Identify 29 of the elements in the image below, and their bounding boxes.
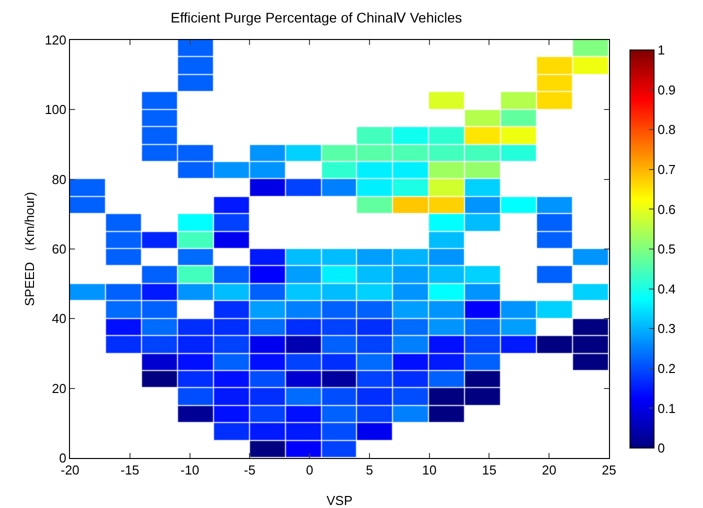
chart-title: Efficient Purge Percentage of ChinaⅣ Vehicles	[170, 10, 462, 26]
color-bar-label: 0.6	[658, 202, 676, 217]
color-bar-label: 0.5	[658, 242, 676, 257]
y-axis-title: SPEED （Km/hour)	[22, 192, 37, 306]
y-tick-label: 120	[44, 32, 66, 48]
x-tick-label: 0	[306, 462, 314, 478]
color-bar-label: 1	[658, 42, 665, 58]
x-tick-label: -15	[120, 462, 140, 478]
y-tick-label: 100	[44, 102, 66, 118]
x-tick-label: 5	[366, 462, 374, 478]
color-bar-label: 0.7	[658, 162, 676, 177]
x-tick-label: -10	[180, 462, 200, 478]
x-tick-label: 15	[482, 462, 496, 478]
color-bar-label: 0.3	[658, 321, 676, 336]
color-bar-label: 0.4	[658, 281, 676, 296]
y-tick-label: 60	[52, 242, 66, 257]
x-tick-label: -5	[244, 462, 256, 478]
x-tick-label: 20	[542, 462, 556, 478]
x-tick-label: 10	[422, 462, 437, 478]
color-bar-label: 0.1	[658, 400, 676, 416]
x-tick-label: 25	[602, 462, 616, 478]
y-tick-label: 20	[52, 380, 66, 396]
y-tick-label: 40	[52, 311, 66, 326]
x-axis-title: VSP	[326, 493, 353, 508]
color-bar-label: 0.9	[658, 82, 676, 98]
color-bar-label: 0.2	[658, 360, 676, 376]
y-tick-label: 80	[52, 172, 66, 187]
color-bar-label: 0.8	[658, 122, 676, 138]
color-bar-label: 0	[658, 440, 665, 456]
